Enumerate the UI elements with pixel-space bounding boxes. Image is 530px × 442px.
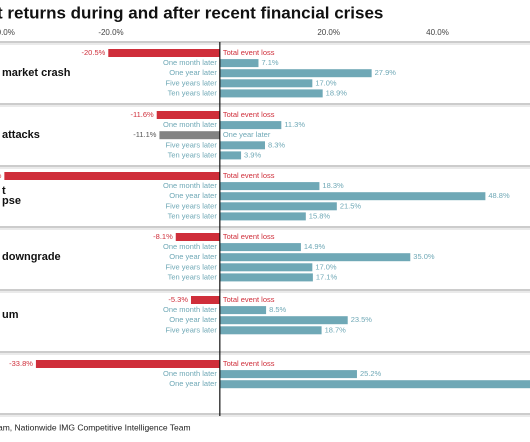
value-label: 7.1% <box>261 58 278 67</box>
source-note: am, Nationwide IMG Competitive Intellige… <box>0 422 191 432</box>
category-label: One year later <box>169 191 217 200</box>
value-label: 14.9% <box>304 242 326 251</box>
bar <box>219 69 372 78</box>
bar <box>219 192 486 201</box>
category-label: Five years later <box>166 140 218 149</box>
value-label: 17.0% <box>315 78 337 87</box>
chart-title: t returns during and after recent financ… <box>0 3 383 22</box>
x-tick-label: 40.0% <box>426 28 449 37</box>
bar <box>156 111 220 119</box>
bar <box>219 306 267 315</box>
category-label: One year later <box>169 252 217 261</box>
category-label: Five years later <box>166 262 218 271</box>
value-label: 25.2% <box>360 369 382 378</box>
category-label: Ten years later <box>168 272 218 281</box>
x-tick-label: 20.0% <box>317 28 340 37</box>
category-label: One month later <box>163 120 217 129</box>
category-label: One month later <box>163 58 217 67</box>
x-tick-label: -40.0% <box>0 28 15 37</box>
category-label: Five years later <box>166 78 218 87</box>
value-label: 21.5% <box>340 201 362 210</box>
bar <box>219 79 313 88</box>
value-label: -20.5% <box>82 48 106 57</box>
bar <box>4 172 220 180</box>
bar <box>219 326 322 335</box>
value-label: -11.1% <box>133 130 157 139</box>
value-label: 27.9% <box>375 68 397 77</box>
bar <box>35 360 220 368</box>
value-label: 8.3% <box>268 140 285 149</box>
bar <box>219 121 282 130</box>
value-label: 48.8% <box>488 191 510 200</box>
value-label: 18.9% <box>326 88 348 97</box>
category-label: Ten years later <box>168 211 218 220</box>
bar <box>219 141 265 150</box>
category-label: Total event loss <box>223 110 275 119</box>
x-tick-label: -20.0% <box>98 28 123 37</box>
value-label: 17.0% <box>315 262 337 271</box>
group-label: t <box>2 185 6 197</box>
category-label: One year later <box>169 315 217 324</box>
bar <box>219 151 242 160</box>
category-label: One month later <box>163 181 217 190</box>
value-label: -11.6% <box>130 110 154 119</box>
category-label: Total event loss <box>223 295 275 304</box>
bar <box>219 202 337 211</box>
bar <box>219 212 306 221</box>
group-label: attacks <box>2 129 40 141</box>
bar <box>219 182 320 191</box>
value-label: -33.8% <box>9 359 33 368</box>
bar <box>219 59 259 68</box>
category-label: Total event loss <box>223 359 275 368</box>
group-label: market crash <box>2 67 71 79</box>
bar <box>219 316 348 325</box>
category-label: Ten years later <box>168 88 218 97</box>
value-label: 23.5% <box>351 315 373 324</box>
value-label: 18.3% <box>322 181 344 190</box>
bar <box>219 243 301 252</box>
bar <box>175 233 220 241</box>
category-label: One year later <box>169 68 217 77</box>
value-label: 11.3% <box>284 120 305 129</box>
value-label: 18.7% <box>325 325 347 334</box>
category-label: Total event loss <box>223 232 275 241</box>
category-label: Ten years later <box>168 150 218 159</box>
category-label: Five years later <box>166 325 218 334</box>
bar <box>219 380 530 389</box>
group-label: um <box>2 309 19 321</box>
category-label: One year later <box>169 379 217 388</box>
value-label: -39.6% <box>0 171 2 180</box>
group-label: pse <box>2 195 21 207</box>
group-label: downgrade <box>2 251 61 263</box>
value-label: 35.0% <box>413 252 435 261</box>
value-label: 3.9% <box>244 150 261 159</box>
value-label: 17.1% <box>316 272 338 281</box>
category-label: One month later <box>163 369 217 378</box>
category-label: Total event loss <box>223 48 275 57</box>
bar <box>219 89 323 98</box>
bar <box>159 131 220 140</box>
category-label: One year later <box>223 130 271 139</box>
bar <box>108 49 220 57</box>
bar <box>219 370 357 379</box>
category-label: Total event loss <box>223 171 275 180</box>
category-label: Five years later <box>166 201 218 210</box>
category-label: One month later <box>163 305 217 314</box>
value-label: 15.8% <box>309 211 331 220</box>
bar <box>219 273 313 282</box>
bar <box>219 263 313 272</box>
value-label: -5.3% <box>168 295 188 304</box>
bar <box>219 253 411 262</box>
category-label: One month later <box>163 242 217 251</box>
bar <box>190 296 220 304</box>
value-label: 8.5% <box>269 305 286 314</box>
value-label: -8.1% <box>153 232 173 241</box>
